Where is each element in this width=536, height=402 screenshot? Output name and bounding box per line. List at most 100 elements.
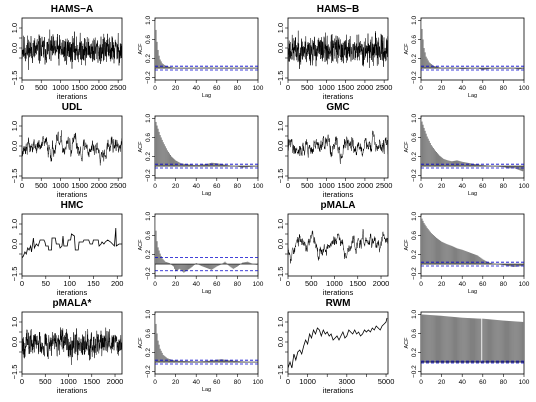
x-tick-label: 20 xyxy=(438,281,446,288)
x-tick-label: 80 xyxy=(234,379,242,386)
x-tick-label: 1000 xyxy=(52,181,69,190)
x-tick-label: 50 xyxy=(42,279,50,288)
y-tick-label: −1.5 xyxy=(276,71,285,86)
y-tick-label: 1.0 xyxy=(411,113,418,122)
x-tick-label: 0 xyxy=(419,85,423,92)
y-tick-label: −1.5 xyxy=(10,267,19,282)
x-axis-label: iterations xyxy=(57,190,88,199)
x-tick-label: 40 xyxy=(459,281,467,288)
x-tick-label: 40 xyxy=(459,183,467,190)
x-tick-label: 100 xyxy=(253,183,264,190)
trace-line xyxy=(22,29,122,70)
x-axis-label: Lag xyxy=(468,289,477,295)
x-axis-label: Lag xyxy=(202,93,211,99)
x-tick-label: 40 xyxy=(459,85,467,92)
x-tick-label: 60 xyxy=(213,183,221,190)
trace-panel-8: HMC 0 50 100 150 200 iterations −1.5 0.0 1.0 xyxy=(10,200,123,297)
y-tick-label: 0.2 xyxy=(411,54,418,63)
trace-panel-0: HAMS−A 0 500 1000 1500 2000 2500 iterations −1.5… xyxy=(10,4,126,101)
y-axis-label: ACF xyxy=(138,141,144,153)
x-tick-label: 80 xyxy=(500,379,508,386)
x-tick-label: 2000 xyxy=(91,83,108,92)
x-tick-label: 0 xyxy=(153,379,157,386)
x-tick-label: 1000 xyxy=(318,83,335,92)
y-tick-label: 1.0 xyxy=(145,113,152,122)
x-tick-label: 2000 xyxy=(357,181,374,190)
x-tick-label: 1500 xyxy=(337,83,354,92)
x-tick-label: 60 xyxy=(479,183,487,190)
panel-title: pMALA* xyxy=(53,298,92,309)
y-tick-label: −1.5 xyxy=(276,267,285,282)
x-tick-label: 2500 xyxy=(110,181,127,190)
x-tick-label: 200 xyxy=(111,279,124,288)
y-tick-label: −1.5 xyxy=(10,365,19,380)
plot-frame xyxy=(154,17,259,81)
x-tick-label: 0 xyxy=(153,183,157,190)
panel-title: HAMS−B xyxy=(317,4,360,15)
y-axis-label: ACF xyxy=(404,337,410,349)
x-tick-label: 100 xyxy=(253,85,264,92)
x-tick-label: 2500 xyxy=(110,83,127,92)
trace-panel-12: pMALA* 0 500 1000 1500 2000 iterations −1.5 0.0 1… xyxy=(10,298,123,395)
x-tick-label: 0 xyxy=(20,377,24,386)
x-tick-label: 20 xyxy=(172,85,180,92)
x-tick-label: 1500 xyxy=(71,181,88,190)
plot-frame xyxy=(154,115,259,179)
x-axis-label: Lag xyxy=(202,289,211,295)
x-tick-label: 1500 xyxy=(71,83,88,92)
x-tick-label: 60 xyxy=(213,281,221,288)
x-tick-label: 60 xyxy=(479,281,487,288)
x-tick-label: 2500 xyxy=(376,83,393,92)
panel-title: UDL xyxy=(62,102,83,113)
y-tick-label: 1.0 xyxy=(276,317,285,327)
x-tick-label: 60 xyxy=(213,379,221,386)
y-tick-label: 0.0 xyxy=(276,337,285,347)
panel-title: GMC xyxy=(326,102,349,113)
y-tick-label: 0.2 xyxy=(145,250,152,259)
y-tick-label: 1.0 xyxy=(145,15,152,24)
trace-panel-2: HAMS−B 0 500 1000 1500 2000 2500 iterations −1.5… xyxy=(276,4,392,101)
x-axis-label: iterations xyxy=(323,190,354,199)
y-tick-label: 0.0 xyxy=(276,141,285,151)
panel-title: pMALA xyxy=(321,200,356,211)
x-tick-label: 1000 xyxy=(326,279,343,288)
y-tick-label: −1.5 xyxy=(276,365,285,380)
y-tick-label: 0.0 xyxy=(10,337,19,347)
x-tick-label: 60 xyxy=(479,379,487,386)
x-tick-label: 100 xyxy=(519,183,530,190)
x-tick-label: 0 xyxy=(419,281,423,288)
x-tick-label: 1000 xyxy=(299,377,316,386)
x-tick-label: 500 xyxy=(301,83,314,92)
y-tick-label: 0.6 xyxy=(145,133,152,142)
x-axis-label: iterations xyxy=(323,92,354,101)
y-tick-label: −1.5 xyxy=(10,169,19,184)
y-tick-label: 1.0 xyxy=(10,121,19,131)
y-tick-label: 0.2 xyxy=(145,54,152,63)
panel-title: RWM xyxy=(326,298,351,309)
y-tick-label: 0.6 xyxy=(145,35,152,44)
x-tick-label: 20 xyxy=(172,379,180,386)
x-tick-label: 40 xyxy=(193,379,201,386)
y-axis-label: ACF xyxy=(138,43,144,55)
x-tick-label: 500 xyxy=(35,83,48,92)
x-tick-label: 100 xyxy=(63,279,76,288)
x-tick-label: 0 xyxy=(286,279,290,288)
y-tick-label: −0.2 xyxy=(411,267,418,280)
y-tick-label: 0.0 xyxy=(10,141,19,151)
y-tick-label: 1.0 xyxy=(276,219,285,229)
y-tick-label: 0.6 xyxy=(411,329,418,338)
plot-frame xyxy=(420,115,525,179)
x-axis-label: iterations xyxy=(323,288,354,297)
y-tick-label: −0.2 xyxy=(145,267,152,280)
x-tick-label: 0 xyxy=(20,83,24,92)
y-axis-label: ACF xyxy=(404,141,410,153)
y-tick-label: −0.2 xyxy=(145,365,152,378)
y-tick-label: −1.5 xyxy=(10,71,19,86)
x-tick-label: 80 xyxy=(500,85,508,92)
acf-panel-9: 0 20 40 60 80 100 Lag −0.2 0.2 0.6 1.0 ACF xyxy=(138,211,264,295)
y-tick-label: 1.0 xyxy=(411,309,418,318)
plot-frame xyxy=(21,213,123,277)
acf-panel-3: 0 20 40 60 80 100 Lag −0.2 0.2 0.6 1.0 ACF xyxy=(404,15,530,99)
trace-line xyxy=(22,130,122,166)
x-tick-label: 40 xyxy=(193,85,201,92)
